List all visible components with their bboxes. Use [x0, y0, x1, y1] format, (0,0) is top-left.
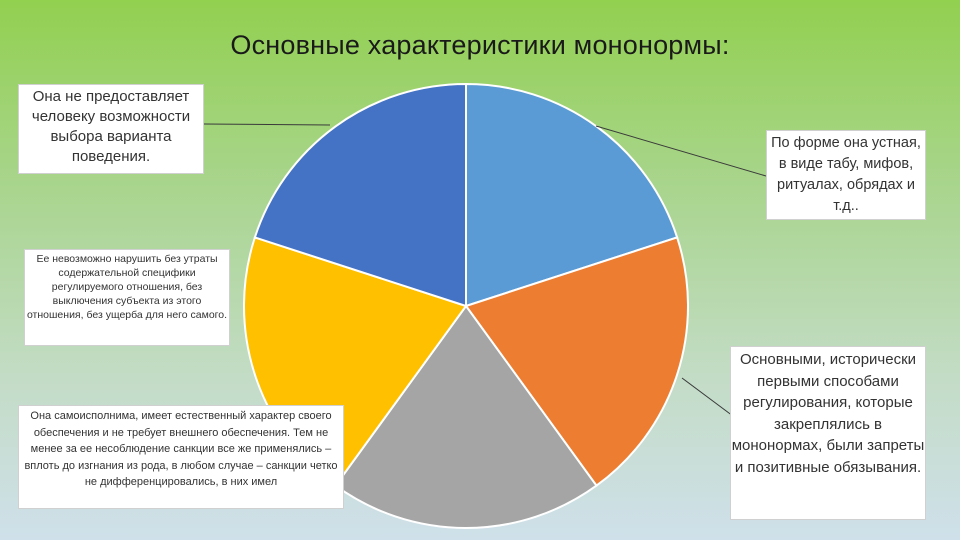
- pie-slice-darkblue: [253, 82, 467, 308]
- slide-title: Основные характеристики мононормы:: [230, 30, 730, 60]
- callout-cannot-violate: Ее невозможно нарушить без утраты содерж…: [24, 249, 230, 346]
- leader-line-oral-form: [595, 125, 767, 177]
- callout-self-executing: Она самоисполнима, имеет естественный ха…: [18, 405, 344, 509]
- callout-oral-form: По форме она устная, в виде табу, мифов,…: [766, 130, 926, 220]
- callout-no-choice: Она не предоставляет человеку возможност…: [18, 84, 204, 174]
- callout-first-methods: Основными, исторически первыми способами…: [730, 346, 926, 520]
- pie-slice-gray: [334, 304, 598, 529]
- pie-slice-orange: [464, 236, 689, 487]
- leader-line-no-choice: [203, 123, 331, 126]
